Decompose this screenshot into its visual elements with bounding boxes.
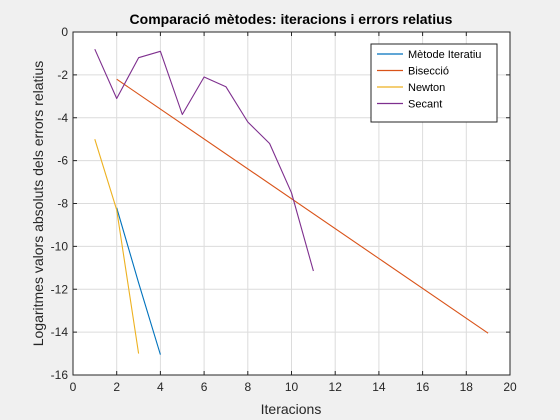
y-tick-label: -12 [51, 282, 69, 296]
legend-label: Newton [408, 82, 445, 94]
x-tick-label: 0 [70, 380, 77, 394]
legend-label: Bisecció [408, 66, 449, 78]
y-tick-label: -10 [51, 239, 69, 253]
series-line-biseccio [116, 78, 489, 334]
ticks: 0 2 4 6 8 10 12 14 16 18 20 0 -2 -4 -6 -8 -10 -12 -14 -16 [51, 25, 517, 394]
x-tick-label: 8 [244, 380, 251, 394]
series-line-secant [94, 48, 314, 272]
y-tick-label: -6 [57, 154, 68, 168]
legend-label: Secant [408, 99, 442, 111]
y-tick-label: -4 [57, 111, 68, 125]
series-line-metode-iteratiu [116, 207, 161, 355]
chart-title: Comparació mètodes: iteracions i errors … [130, 11, 453, 27]
legend-label: Mètode Iteratiu [408, 49, 481, 61]
series-layer [94, 48, 489, 355]
y-tick-label: -8 [57, 197, 68, 211]
legend: Mètode Iteratiu Bisecció Newton Secant [370, 43, 498, 123]
legend-box [370, 43, 498, 123]
x-tick-label: 4 [157, 380, 164, 394]
x-tick-label: 10 [285, 380, 299, 394]
y-axis-title: Logaritmes valors absoluts dels errors r… [30, 61, 46, 347]
x-tick-label: 14 [372, 380, 386, 394]
x-tick-label: 16 [416, 380, 430, 394]
y-tick-label: -2 [57, 68, 68, 82]
y-tick-label: -14 [51, 325, 69, 339]
x-tick-label: 12 [329, 380, 343, 394]
x-tick-label: 18 [460, 380, 474, 394]
x-tick-label: 6 [201, 380, 208, 394]
y-tick-label: 0 [61, 25, 68, 39]
x-tick-label: 20 [503, 380, 517, 394]
series-line-newton [94, 139, 140, 354]
x-tick-label: 2 [113, 380, 120, 394]
y-tick-label: -16 [51, 368, 69, 382]
x-axis-title: Iteracions [261, 401, 322, 417]
